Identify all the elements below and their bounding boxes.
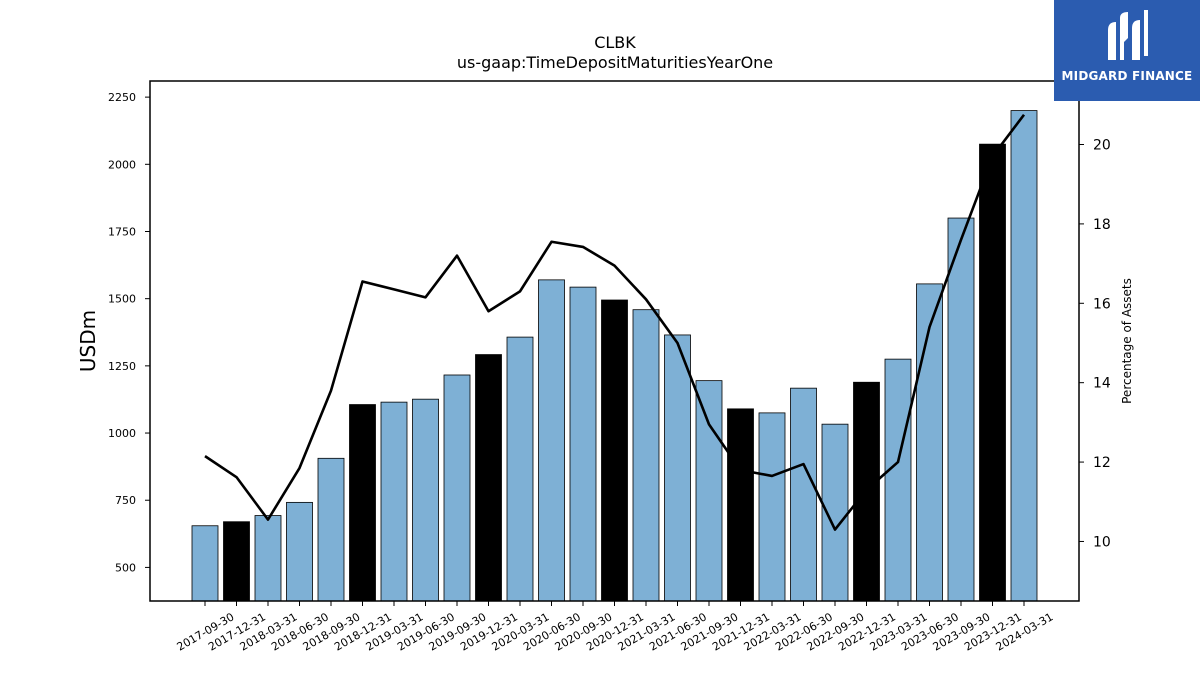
bar-2019-12-31 (475, 354, 502, 602)
left-tick-label-2250: 2250 (108, 91, 136, 104)
right-tick-label-10: 10 (1093, 534, 1111, 550)
bar-2019-03-31 (380, 401, 408, 602)
bar-2022-03-31 (758, 412, 786, 602)
bar-series (191, 110, 1038, 602)
percentage-line-series (204, 113, 1026, 531)
bar-2018-12-31 (349, 404, 376, 602)
right-tick-label-16: 16 (1093, 296, 1111, 312)
brand-name: MIDGARD FINANCE (1061, 69, 1193, 83)
chart-title: CLBK (594, 33, 636, 52)
left-tick-label-1250: 1250 (108, 360, 136, 373)
chart-subtitle: us-gaap:TimeDepositMaturitiesYearOne (457, 53, 773, 72)
bar-2022-06-30 (790, 387, 817, 602)
left-tick-label-1500: 1500 (108, 293, 136, 306)
right-tick-label-12: 12 (1093, 455, 1111, 471)
bar-2023-09-30 (947, 217, 975, 602)
right-tick-label-20: 20 (1093, 138, 1111, 154)
bar-2017-12-31 (223, 521, 250, 602)
midgard-logo-icon (1108, 10, 1148, 60)
right-tick-label-18: 18 (1093, 217, 1111, 233)
left-tick-label-2000: 2000 (108, 158, 136, 171)
bar-2019-09-30 (443, 374, 471, 602)
left-tick-label-1750: 1750 (108, 225, 136, 238)
bar-2018-09-30 (317, 457, 345, 602)
left-y-axis: 500 750 1000 1250 1500 1750 2000 2250 (108, 91, 150, 574)
bar-2020-12-31 (601, 299, 628, 602)
bar-2023-06-30 (916, 283, 943, 602)
right-axis-label: Percentage of Assets (1120, 278, 1134, 404)
right-tick-label-14: 14 (1093, 376, 1111, 392)
bar-2020-09-30 (569, 286, 597, 602)
bar-2018-03-31 (254, 515, 282, 602)
left-tick-label-500: 500 (115, 561, 136, 574)
bar-2018-06-30 (286, 501, 313, 602)
bar-2021-06-30 (664, 334, 691, 602)
bar-2023-03-31 (884, 358, 912, 602)
percentage-of-assets-line (204, 113, 1026, 531)
left-tick-label-1000: 1000 (108, 427, 136, 440)
left-axis-label: USDm (76, 310, 100, 372)
left-tick-label-750: 750 (115, 494, 136, 507)
right-y-axis: 10 12 14 16 18 20 (1079, 138, 1111, 550)
bar-2017-09-30 (191, 525, 219, 602)
brand-logo: MIDGARD FINANCE (1054, 0, 1200, 101)
bar-2021-12-31 (727, 408, 754, 602)
bar-2021-03-31 (632, 309, 660, 602)
bar-2020-03-31 (506, 336, 534, 602)
bar-2021-09-30 (695, 380, 723, 602)
bar-2023-12-31 (979, 143, 1006, 602)
bar-2024-03-31 (1010, 110, 1038, 602)
bar-2019-06-30 (412, 398, 439, 602)
x-axis: 2017-09-302017-12-312018-03-312018-06-30… (175, 601, 1056, 654)
bar-2020-06-30 (538, 279, 565, 602)
